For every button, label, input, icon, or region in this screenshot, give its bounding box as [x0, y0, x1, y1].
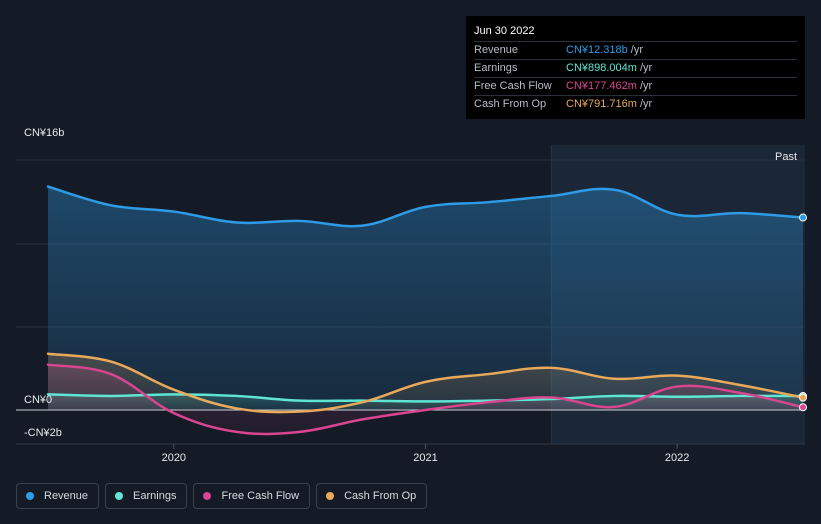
tooltip-unit: /yr — [639, 98, 653, 110]
tooltip-value: CN¥791.716m — [566, 98, 637, 110]
legend-item-free-cash-flow[interactable]: Free Cash Flow — [193, 483, 311, 509]
tooltip-unit: /yr — [639, 62, 653, 74]
tooltip-panel: Jun 30 2022 Revenue CN¥12.318b /yr Earni… — [466, 16, 805, 119]
x-tick-label: 2021 — [413, 452, 437, 464]
cash-from-op-line — [46, 352, 805, 414]
tooltip-value: CN¥177.462m — [566, 80, 637, 92]
tooltip-unit: /yr — [639, 80, 653, 92]
cash-from-op-end-point — [799, 393, 807, 402]
y-axis-label: -CN¥2b — [24, 427, 62, 439]
legend-dot-icon — [26, 492, 34, 500]
revenue-line — [46, 185, 805, 228]
legend-dot-icon — [326, 492, 335, 500]
tooltip-row-earnings: Earnings CN¥898.004m /yr — [474, 59, 797, 77]
tooltip-row-cash-from-op: Cash From Op CN¥791.716m /yr — [474, 95, 797, 113]
y-axis-label: CN¥0 — [24, 394, 52, 406]
tooltip-value: CN¥12.318b — [566, 44, 628, 56]
tooltip-label: Earnings — [474, 62, 518, 74]
legend-label: Cash From Op — [344, 490, 417, 502]
legend-item-earnings[interactable]: Earnings — [105, 483, 188, 509]
free-cash-flow-end-point — [799, 403, 807, 412]
legend-dot-icon — [115, 492, 124, 500]
chart-legend: Revenue Earnings Free Cash Flow Cash Fro… — [16, 483, 428, 511]
legend-label: Revenue — [44, 490, 89, 502]
revenue-area — [48, 186, 803, 410]
y-axis-label: CN¥16b — [24, 127, 64, 139]
tooltip-date: Jun 30 2022 — [474, 25, 535, 37]
free-cash-flow-area — [48, 364, 803, 435]
revenue-end-point — [799, 213, 807, 222]
x-tick-label: 2020 — [162, 452, 186, 464]
tooltip-unit: /yr — [630, 44, 644, 56]
legend-item-revenue[interactable]: Revenue — [16, 483, 100, 509]
earnings-line — [46, 393, 805, 403]
tooltip-label: Free Cash Flow — [474, 80, 552, 92]
legend-dot-icon — [203, 492, 212, 500]
tooltip-label: Cash From Op — [474, 98, 547, 110]
tooltip-row-free-cash-flow: Free Cash Flow CN¥177.462m /yr — [474, 77, 797, 95]
free-cash-flow-line — [46, 363, 805, 436]
tooltip-row-revenue: Revenue CN¥12.318b /yr — [474, 41, 797, 59]
tooltip-value: CN¥898.004m — [566, 62, 637, 74]
legend-label: Free Cash Flow — [221, 490, 300, 502]
x-tick-label: 2022 — [665, 452, 689, 464]
legend-label: Earnings — [133, 490, 177, 502]
tooltip-label: Revenue — [474, 44, 519, 56]
legend-item-cash-from-op[interactable]: Cash From Op — [316, 483, 428, 509]
past-label: Past — [775, 151, 797, 163]
